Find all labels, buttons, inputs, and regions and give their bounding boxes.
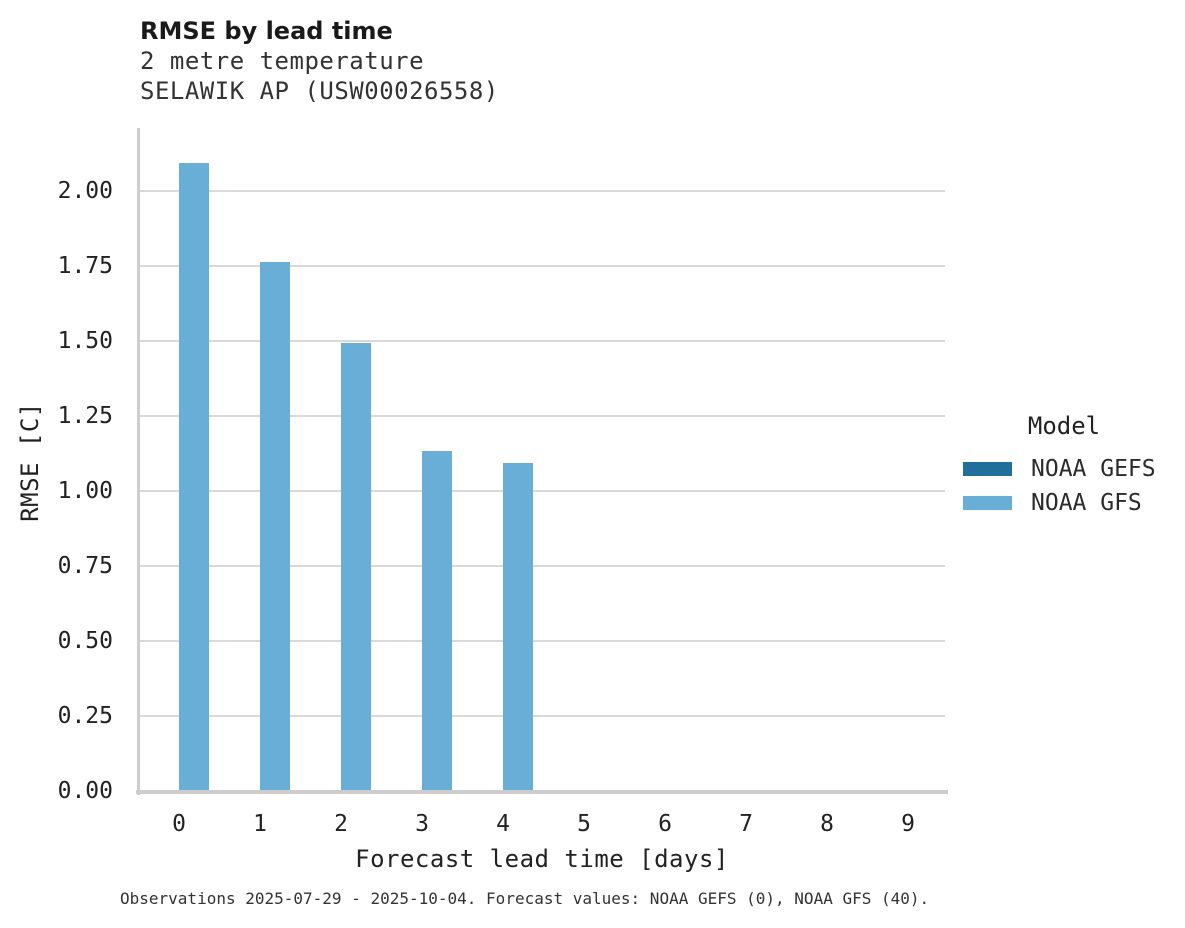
x-tick-label: 2 bbox=[334, 811, 348, 837]
chart-subtitle-station: SELAWIK AP (USW00026558) bbox=[140, 77, 499, 105]
chart-header: RMSE by lead time 2 metre temperature SE… bbox=[140, 16, 499, 106]
y-tick-label: 2.00 bbox=[57, 178, 113, 204]
gridline bbox=[139, 715, 945, 717]
bar-noaa-gfs-lead-2 bbox=[341, 343, 371, 790]
y-tick-label: 0.25 bbox=[57, 703, 113, 729]
x-tick-label: 5 bbox=[577, 811, 591, 837]
gridline bbox=[139, 190, 945, 192]
x-tick-label: 8 bbox=[820, 811, 834, 837]
x-tick-label: 0 bbox=[172, 811, 186, 837]
x-axis-label: Forecast lead time [days] bbox=[355, 845, 729, 873]
y-tick-label: 1.75 bbox=[57, 253, 113, 279]
gridline bbox=[139, 565, 945, 567]
y-axis-spine bbox=[137, 128, 140, 795]
x-tick-label: 9 bbox=[901, 811, 915, 837]
caption-note: Observations 2025-07-29 - 2025-10-04. Fo… bbox=[120, 889, 930, 908]
legend: Model NOAA GEFS NOAA GFS bbox=[963, 412, 1165, 520]
gridline bbox=[139, 415, 945, 417]
gridline bbox=[139, 640, 945, 642]
bar-noaa-gfs-lead-1 bbox=[260, 262, 290, 790]
chart-title: RMSE by lead time bbox=[140, 17, 393, 45]
x-tick-label: 7 bbox=[739, 811, 753, 837]
gridline bbox=[139, 340, 945, 342]
x-tick-label: 4 bbox=[496, 811, 510, 837]
bar-noaa-gfs-lead-4 bbox=[503, 463, 533, 790]
y-tick-label: 1.50 bbox=[57, 328, 113, 354]
y-tick-label: 0.00 bbox=[57, 778, 113, 804]
y-tick-label: 1.25 bbox=[57, 403, 113, 429]
chart-subtitle-variable: 2 metre temperature bbox=[140, 47, 425, 75]
bar-noaa-gfs-lead-0 bbox=[179, 163, 209, 790]
x-tick-label: 6 bbox=[658, 811, 672, 837]
x-axis-line bbox=[136, 790, 948, 794]
gridline bbox=[139, 490, 945, 492]
plot-area bbox=[136, 128, 948, 795]
legend-swatch-icon bbox=[963, 462, 1012, 476]
legend-label: NOAA GFS bbox=[1031, 490, 1142, 516]
y-tick-label: 0.50 bbox=[57, 628, 113, 654]
bar-noaa-gfs-lead-3 bbox=[422, 451, 452, 790]
x-tick-label: 3 bbox=[415, 811, 429, 837]
gridline bbox=[139, 265, 945, 267]
legend-entry: NOAA GFS bbox=[963, 486, 1165, 520]
y-tick-label: 0.75 bbox=[57, 553, 113, 579]
legend-label: NOAA GEFS bbox=[1031, 456, 1156, 482]
y-tick-label: 1.00 bbox=[57, 478, 113, 504]
legend-entries: NOAA GEFS NOAA GFS bbox=[963, 452, 1165, 520]
legend-swatch-icon bbox=[963, 496, 1012, 510]
legend-entry: NOAA GEFS bbox=[963, 452, 1165, 486]
x-tick-label: 1 bbox=[253, 811, 267, 837]
legend-title: Model bbox=[1027, 412, 1101, 440]
